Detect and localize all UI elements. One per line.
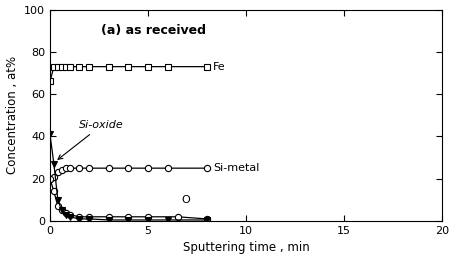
Text: (a) as received: (a) as received — [101, 24, 206, 37]
Y-axis label: Concentration , at%: Concentration , at% — [5, 56, 19, 174]
X-axis label: Sputtering time , min: Sputtering time , min — [183, 242, 309, 255]
Text: Si-oxide: Si-oxide — [58, 120, 124, 159]
Text: Fe: Fe — [213, 62, 225, 72]
Text: O: O — [182, 195, 190, 205]
Text: Si-metal: Si-metal — [213, 163, 259, 173]
